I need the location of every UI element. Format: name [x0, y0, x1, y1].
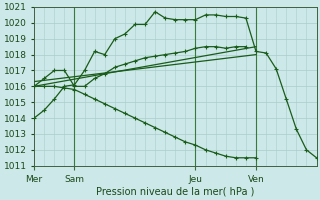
X-axis label: Pression niveau de la mer( hPa ): Pression niveau de la mer( hPa ) — [96, 187, 254, 197]
